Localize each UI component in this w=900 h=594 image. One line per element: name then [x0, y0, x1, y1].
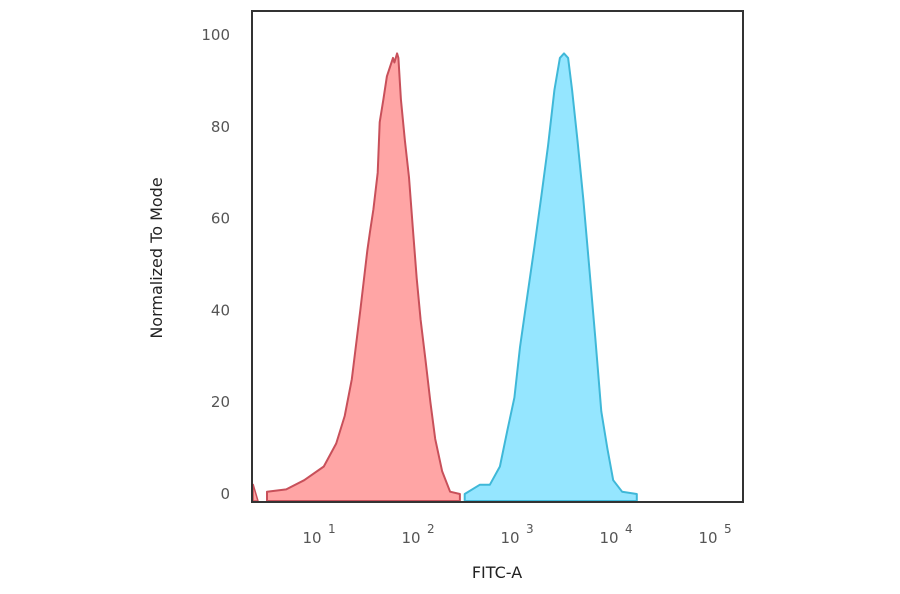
control-histogram [266, 52, 461, 502]
y-tick-label: 40 [211, 301, 230, 319]
stained-histogram [463, 52, 638, 502]
x-tick-exponent: 4 [625, 522, 633, 536]
plot-frame [251, 10, 744, 503]
x-tick-exponent: 5 [724, 522, 732, 536]
x-tick-label: 10 [599, 529, 618, 547]
y-tick-label: 0 [220, 485, 230, 503]
y-tick-label: 60 [211, 210, 230, 228]
x-tick-exponent: 1 [328, 522, 336, 536]
x-axis-ticks: 10 1 10 2 10 3 10 4 10 5 [302, 522, 731, 547]
y-tick-label: 80 [211, 118, 230, 136]
x-tick-exponent: 3 [526, 522, 534, 536]
y-axis-label: Normalized To Mode [147, 177, 166, 338]
x-tick-label: 10 [698, 529, 717, 547]
x-tick-label: 10 [500, 529, 519, 547]
x-tick-label: 10 [401, 529, 420, 547]
plot-series [252, 52, 638, 502]
x-tick-exponent: 2 [427, 522, 435, 536]
control-edge-artifact [252, 483, 260, 502]
y-tick-label: 100 [201, 26, 230, 44]
x-tick-label: 10 [302, 529, 321, 547]
x-axis-label: FITC-A [472, 563, 522, 582]
y-axis-ticks: 0 20 40 60 80 100 [201, 26, 230, 503]
y-tick-label: 20 [211, 393, 230, 411]
